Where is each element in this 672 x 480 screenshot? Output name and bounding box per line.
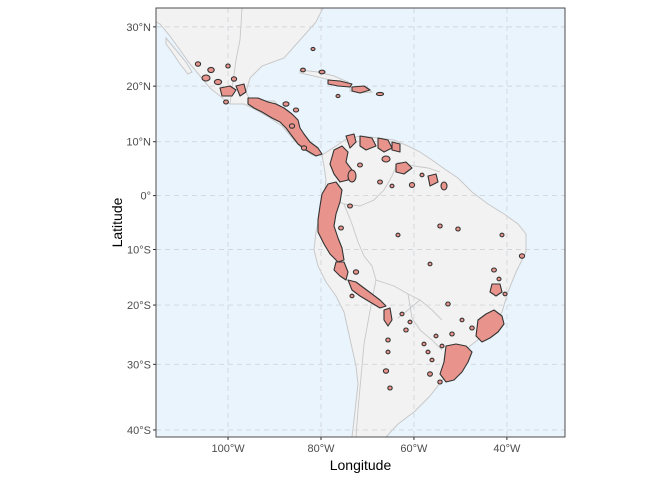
range-patch bbox=[407, 319, 413, 325]
range-patch bbox=[201, 74, 211, 82]
range-patch bbox=[385, 337, 391, 343]
range-patch bbox=[300, 145, 308, 151]
panel-border bbox=[155, 7, 566, 438]
range-patch bbox=[207, 66, 215, 74]
range-patch bbox=[230, 76, 238, 82]
range-patch bbox=[425, 349, 431, 355]
range-patch bbox=[491, 267, 497, 273]
range-patch bbox=[437, 223, 443, 229]
range-patch bbox=[429, 357, 435, 363]
range-patch bbox=[347, 169, 357, 183]
range-patch bbox=[403, 327, 409, 333]
range-patch bbox=[437, 379, 443, 385]
range-patch bbox=[382, 368, 390, 374]
range-patch bbox=[335, 93, 341, 99]
range-patch bbox=[347, 279, 387, 309]
range-patch bbox=[383, 307, 393, 327]
range-patch bbox=[395, 161, 413, 175]
range-patch bbox=[317, 181, 345, 263]
range-patch bbox=[359, 135, 377, 151]
range-patch bbox=[194, 61, 202, 67]
y-axis-title: Latitude bbox=[109, 197, 125, 247]
x-tick-label: 40°W bbox=[493, 443, 521, 455]
range-patch bbox=[387, 385, 393, 391]
y-tick-label: 30°S bbox=[127, 359, 151, 371]
y-tick-label: 20°N bbox=[126, 81, 151, 93]
range-patch bbox=[375, 91, 385, 97]
range-patch bbox=[455, 226, 461, 232]
range-patch bbox=[408, 182, 416, 188]
range-patch bbox=[223, 99, 229, 105]
range-patch bbox=[445, 301, 451, 307]
y-tick-label: 30°N bbox=[126, 22, 151, 34]
country-borders bbox=[229, 8, 443, 437]
range-patch bbox=[351, 85, 371, 94]
range-patch bbox=[421, 341, 427, 347]
range-patch bbox=[327, 79, 353, 88]
x-tick-label: 80°W bbox=[307, 443, 335, 455]
range-patch bbox=[469, 325, 475, 331]
range-patch bbox=[357, 162, 363, 168]
x-axis-title: Longitude bbox=[330, 457, 392, 473]
range-patch bbox=[235, 83, 247, 97]
x-axis: 100°W 80°W 60°W 40°W bbox=[211, 437, 521, 455]
range-patch bbox=[439, 343, 473, 383]
range-patch bbox=[395, 232, 401, 238]
range-patch bbox=[475, 309, 505, 343]
range-patch bbox=[377, 137, 393, 153]
range-patch bbox=[282, 101, 290, 107]
range-patch bbox=[459, 317, 465, 323]
range-patch bbox=[347, 203, 353, 209]
y-tick-label: 20°S bbox=[127, 300, 151, 312]
range-patch bbox=[439, 343, 445, 349]
range-patch bbox=[496, 276, 502, 282]
range-patch bbox=[377, 179, 383, 185]
range-patch bbox=[489, 283, 503, 297]
range-patch bbox=[518, 253, 526, 259]
range-patch bbox=[433, 333, 439, 339]
y-tick-label: 10°N bbox=[126, 137, 151, 149]
range-patch bbox=[389, 183, 395, 189]
range-patch bbox=[399, 311, 405, 317]
range-patch bbox=[502, 291, 508, 297]
range-patch bbox=[427, 371, 433, 377]
range-patch bbox=[310, 46, 316, 52]
range-patch bbox=[391, 141, 401, 153]
range-patch bbox=[449, 331, 455, 337]
range-patch bbox=[385, 349, 391, 355]
range-patch bbox=[419, 172, 425, 178]
range-patch bbox=[427, 173, 439, 187]
species-range-polygons bbox=[194, 46, 526, 391]
range-patch bbox=[213, 78, 223, 86]
x-tick-label: 60°W bbox=[400, 443, 428, 455]
y-tick-label: 0° bbox=[140, 191, 151, 203]
range-patch bbox=[352, 269, 360, 275]
range-patch bbox=[300, 67, 306, 73]
y-tick-label: 40°S bbox=[127, 425, 151, 437]
range-patch bbox=[219, 85, 237, 97]
range-patch bbox=[247, 97, 323, 157]
y-axis: 30°N 20°N 10°N 0° 10°S 20°S 30°S 40°S bbox=[126, 22, 156, 437]
range-patch bbox=[288, 123, 296, 129]
range-patch bbox=[225, 63, 231, 69]
range-patch bbox=[338, 225, 344, 231]
range-patch bbox=[292, 107, 300, 113]
x-tick-label: 100°W bbox=[211, 443, 245, 455]
range-patch bbox=[349, 293, 355, 299]
range-patch bbox=[318, 69, 326, 75]
land-baja-california bbox=[165, 36, 193, 75]
range-patch bbox=[345, 133, 357, 149]
range-patch bbox=[427, 261, 433, 267]
range-patch bbox=[333, 261, 349, 281]
y-tick-label: 10°S bbox=[127, 244, 151, 256]
range-patch bbox=[499, 232, 505, 238]
range-patch bbox=[381, 155, 391, 163]
range-patch bbox=[440, 181, 448, 191]
